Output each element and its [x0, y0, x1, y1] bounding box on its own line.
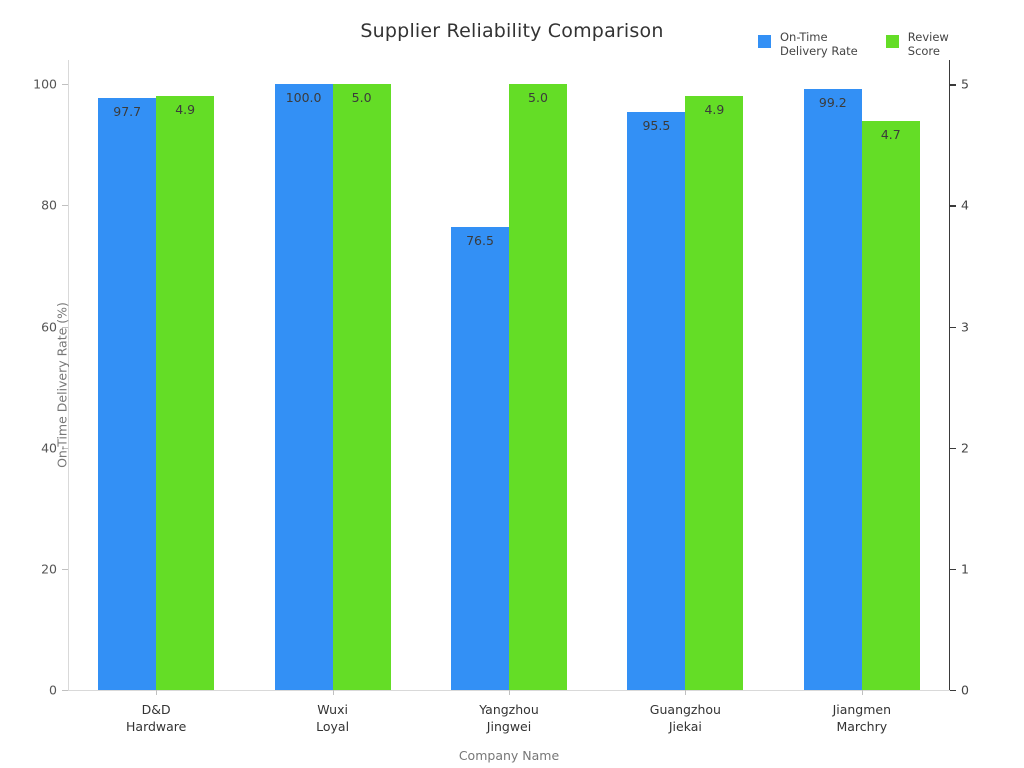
y-axis-right-tick-mark	[950, 205, 956, 207]
bar-review-score[interactable]: 4.7	[861, 120, 920, 690]
bar-value-label: 5.0	[351, 90, 372, 106]
legend-label-on-time-delivery-rate: On-Time Delivery Rate	[780, 30, 858, 58]
axis-spine-left	[68, 60, 69, 690]
y-axis-left-tick-label: 100	[33, 76, 57, 92]
y-axis-right-tick-label: 1	[961, 561, 969, 577]
y-axis-right-tick-label: 4	[961, 197, 969, 213]
x-axis-title: Company Name	[458, 748, 560, 763]
y-axis-left-tick-mark	[62, 84, 68, 86]
y-axis-left-tick-mark	[62, 205, 68, 207]
bar-review-score[interactable]: 4.9	[156, 96, 215, 690]
y-axis-right-tick-mark	[950, 690, 956, 692]
y-axis-right-tick-label: 0	[961, 682, 969, 698]
y-axis-left-title: On-Time Delivery Rate (%)	[54, 302, 70, 468]
legend-label-review-score: Review Score	[907, 30, 949, 58]
bar-value-label: 95.5	[642, 117, 671, 133]
bar-on-time-delivery-rate[interactable]: 95.5	[627, 111, 686, 690]
bar-on-time-delivery-rate[interactable]: 97.7	[98, 98, 157, 690]
bar-value-label: 5.0	[528, 90, 548, 106]
y-axis-right-tick-mark	[950, 84, 956, 86]
y-axis-right-tick-label: 3	[961, 319, 969, 335]
bar-on-time-delivery-rate[interactable]: 100.0	[274, 84, 333, 690]
y-axis-left-tick-label: 20	[41, 561, 57, 577]
plot-area: 0 20 40 60 80 100 0 1 2 3 4 5 D&D Hardware Wuxi Loy…	[33, 60, 969, 763]
x-axis-tick-label: D&D Hardware	[126, 702, 187, 734]
x-axis-tick-label: Wuxi Loyal	[316, 702, 350, 734]
bar-value-label: 76.5	[466, 232, 494, 248]
legend-swatch-green-icon	[885, 35, 899, 48]
axis-spine-right	[949, 60, 951, 690]
bar-on-time-delivery-rate[interactable]: 76.5	[451, 226, 509, 690]
x-axis-tick-mark	[685, 690, 687, 695]
bar-value-label: 4.9	[704, 102, 725, 118]
x-axis-tick-label: Jiangmen Marchry	[832, 702, 892, 734]
y-axis-left-tick-mark	[62, 568, 68, 570]
x-axis-tick-mark	[156, 690, 158, 695]
y-axis-left-tick-label: 80	[41, 197, 57, 213]
legend-item-review-score[interactable]: Review Score	[885, 30, 949, 58]
bar-value-label: 4.7	[880, 126, 901, 142]
y-axis-left-tick-mark	[62, 447, 68, 449]
y-axis-right-tick-label: 2	[961, 440, 969, 456]
x-axis-tick-mark	[332, 690, 334, 695]
y-axis-right-tick-label: 5	[961, 76, 969, 92]
legend-item-on-time-delivery-rate[interactable]: On-Time Delivery Rate	[758, 30, 858, 58]
chart-title: Supplier Reliability Comparison	[360, 20, 664, 42]
bar-review-score[interactable]: 5.0	[509, 84, 567, 690]
chart-legend: On-Time Delivery Rate Review Score	[758, 30, 949, 58]
bar-on-time-delivery-rate[interactable]: 99.2	[803, 89, 862, 690]
y-axis-right-tick-mark	[950, 326, 956, 328]
y-axis-left-tick-label: 0	[49, 682, 57, 698]
y-axis-right-tick-mark	[950, 568, 956, 571]
y-axis-left-tick-mark	[62, 690, 68, 691]
bar-review-score[interactable]: 5.0	[332, 84, 391, 690]
y-axis-left-tick-mark	[62, 326, 68, 328]
bar-value-label: 97.7	[113, 104, 142, 120]
bar-value-label: 100.0	[285, 90, 322, 106]
bar-review-score[interactable]: 4.9	[685, 96, 744, 690]
x-axis-tick-mark	[861, 690, 863, 695]
y-axis-left-tick-label: 60	[41, 319, 57, 335]
x-axis-tick-mark	[509, 690, 510, 695]
legend-swatch-blue-icon	[758, 35, 771, 48]
bar-value-label: 4.9	[175, 102, 196, 118]
bar-value-label: 99.2	[818, 95, 847, 111]
y-axis-left-tick-label: 40	[41, 440, 57, 456]
y-axis-right-tick-mark	[950, 447, 956, 450]
x-axis-tick-label: Yangzhou Jingwei	[479, 702, 539, 734]
x-axis-tick-label: Guangzhou Jiekai	[649, 702, 721, 734]
